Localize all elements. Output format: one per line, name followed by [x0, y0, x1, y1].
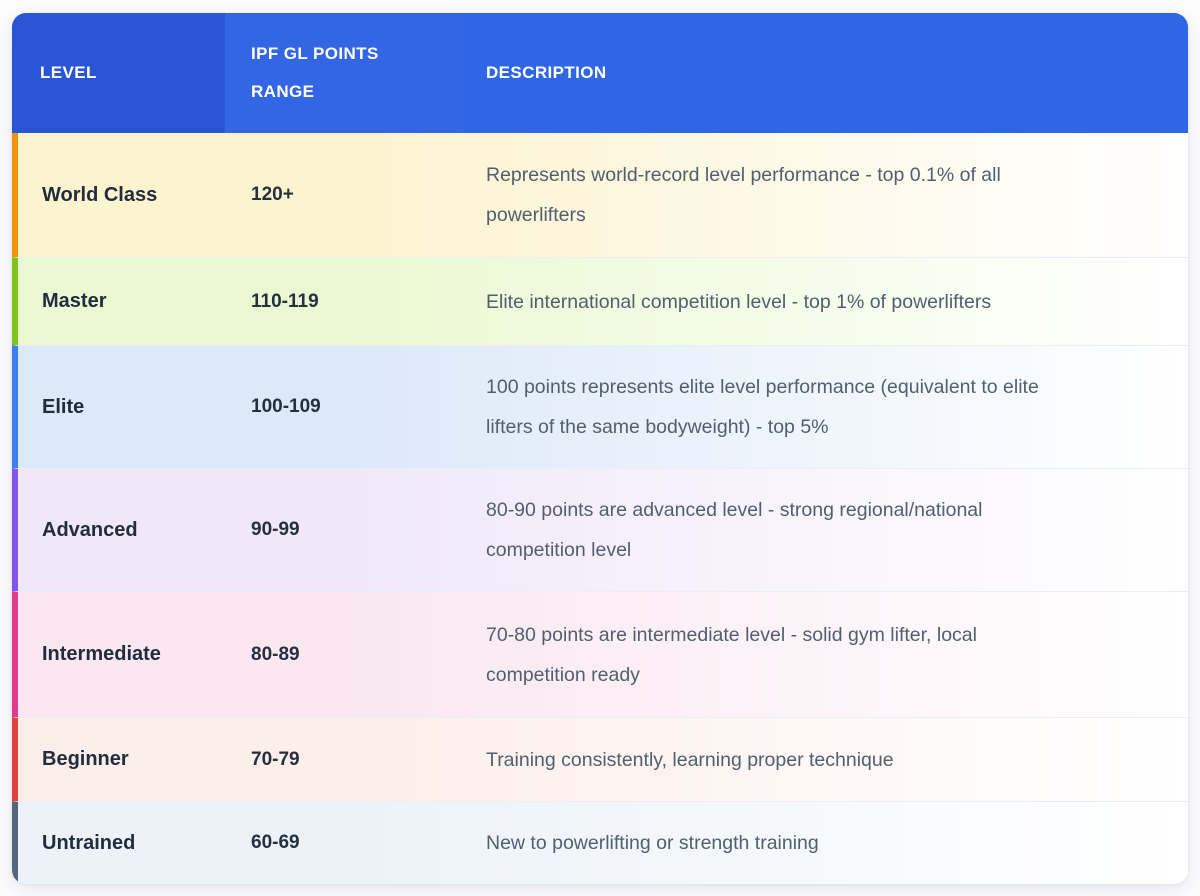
level-cell: Untrained: [42, 831, 136, 854]
level-cell: Intermediate: [42, 643, 161, 665]
level-cell: Master: [42, 290, 107, 312]
points-range-cell: 120+: [251, 184, 294, 205]
description-cell: 80-90 points are advanced level - strong…: [486, 499, 983, 561]
description-cell: Training consistently, learning proper t…: [486, 748, 894, 771]
table-row: Untrained 60-69 New to powerlifting or s…: [12, 801, 1188, 884]
points-range-cell: 70-79: [251, 748, 300, 770]
column-header-description: DESCRIPTION: [462, 13, 1188, 133]
column-header-points-range: IPF GL POINTS RANGE: [225, 13, 462, 133]
level-cell: World Class: [42, 183, 158, 206]
table-row: Elite 100-109 100 points represents elit…: [12, 345, 1188, 468]
level-cell: Beginner: [42, 748, 129, 770]
table-body: World Class 120+ Represents world-record…: [12, 133, 1188, 884]
points-range-cell: 90-99: [251, 519, 300, 540]
table-row: World Class 120+ Represents world-record…: [12, 133, 1188, 257]
description-cell: 100 points represents elite level perfor…: [486, 376, 1039, 438]
description-cell: Represents world-record level performanc…: [486, 164, 1001, 226]
levels-table-card: LEVEL IPF GL POINTS RANGE DESCRIPTION Wo…: [12, 13, 1188, 884]
points-range-cell: 80-89: [251, 643, 300, 665]
description-cell: Elite international competition level - …: [486, 290, 992, 313]
description-cell: 70-80 points are intermediate level - so…: [486, 623, 977, 686]
column-header-level: LEVEL: [12, 13, 225, 133]
points-range-cell: 110-119: [251, 290, 319, 312]
table-row: Beginner 70-79 Training consistently, le…: [12, 717, 1188, 801]
level-cell: Advanced: [42, 518, 138, 541]
table-row: Intermediate 80-89 70-80 points are inte…: [12, 591, 1188, 717]
points-range-cell: 100-109: [251, 396, 321, 417]
description-cell: New to powerlifting or strength training: [486, 832, 819, 854]
table-row: Advanced 90-99 80-90 points are advanced…: [12, 468, 1188, 591]
table-row: Master 110-119 Elite international compe…: [12, 257, 1188, 345]
table-header-row: LEVEL IPF GL POINTS RANGE DESCRIPTION: [12, 13, 1188, 133]
points-range-cell: 60-69: [251, 832, 300, 853]
level-cell: Elite: [42, 395, 85, 418]
